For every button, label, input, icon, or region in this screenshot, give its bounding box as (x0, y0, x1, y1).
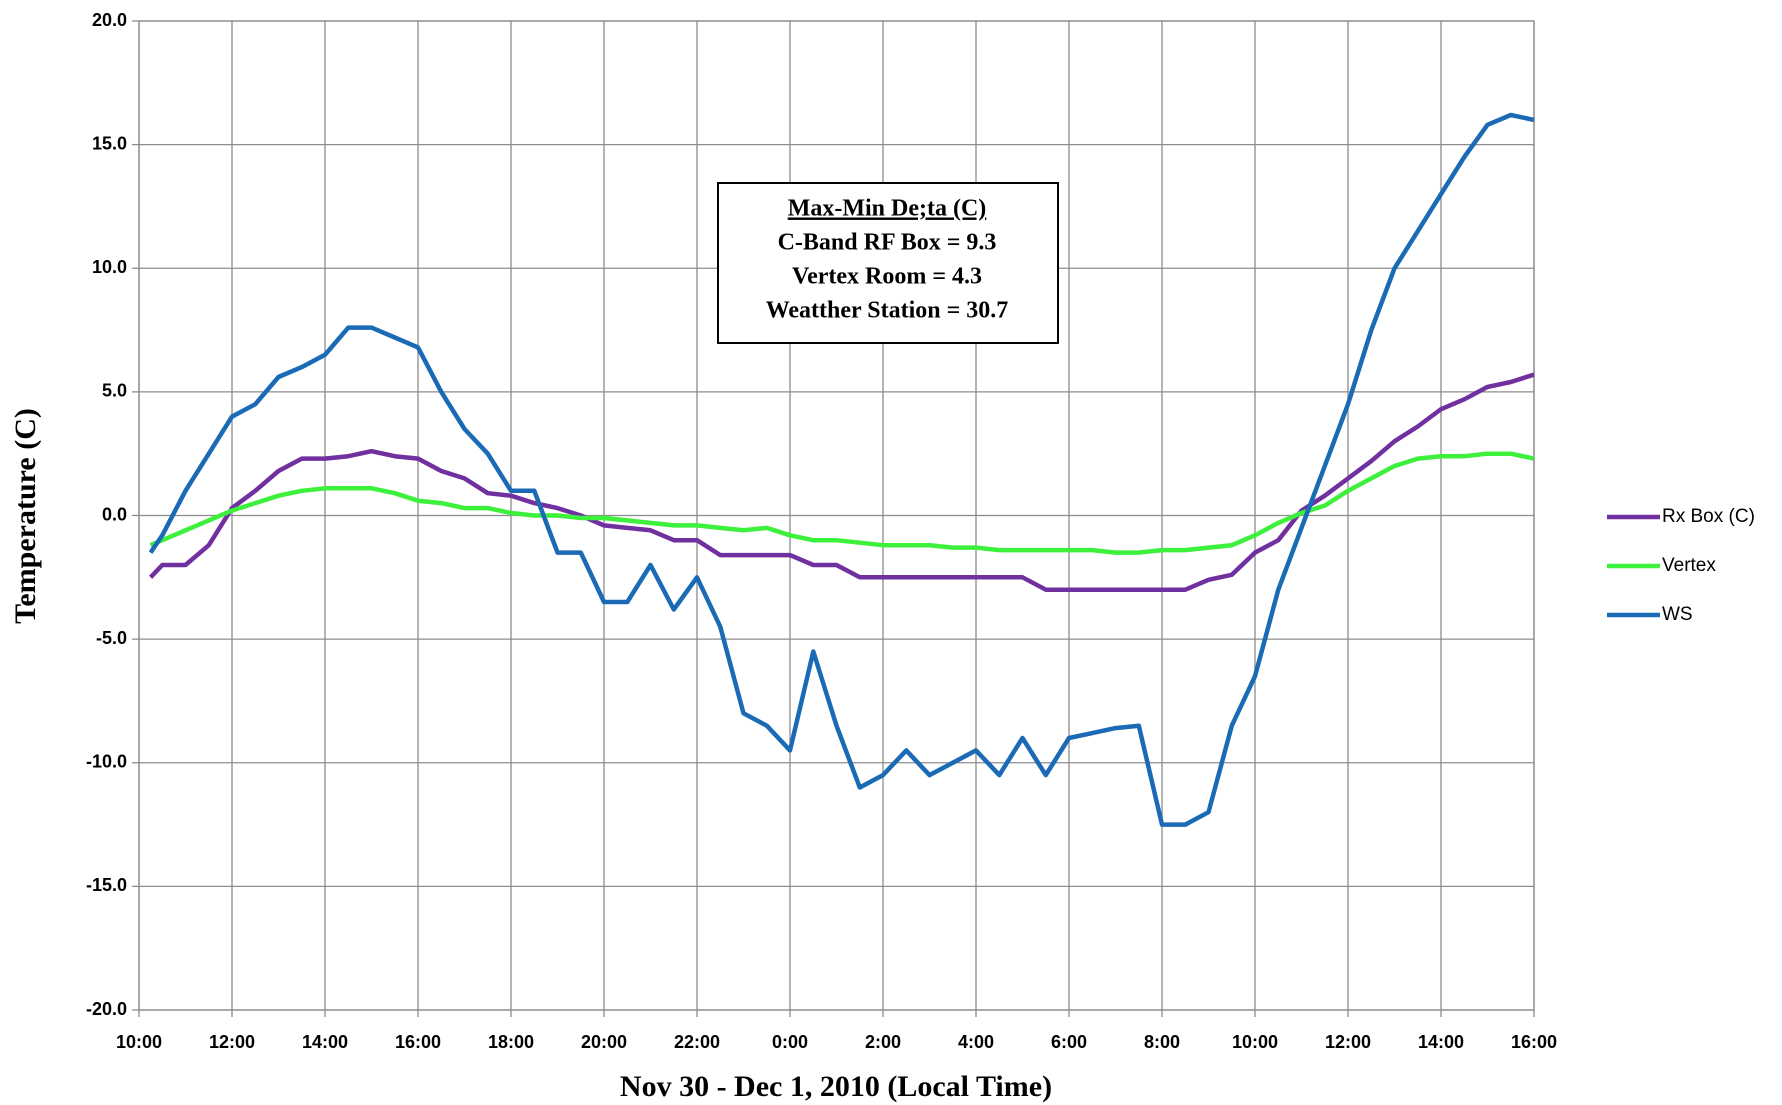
x-tick-label: 16:00 (395, 1032, 441, 1052)
x-tick-label: 22:00 (674, 1032, 720, 1052)
x-tick-label: 10:00 (116, 1032, 162, 1052)
annotation-line: C-Band RF Box = 9.3 (778, 230, 997, 256)
legend-label: WS (1662, 604, 1693, 625)
x-axis-title: Nov 30 - Dec 1, 2010 (Local Time) (620, 1070, 1052, 1103)
y-tick-label: 0.0 (102, 504, 127, 524)
legend-label: Rx Box (C) (1662, 506, 1755, 527)
x-tick-label: 8:00 (1144, 1032, 1180, 1052)
x-tick-label: 4:00 (958, 1032, 994, 1052)
x-tick-label: 2:00 (865, 1032, 901, 1052)
legend-label: Vertex (1662, 555, 1716, 576)
series-line (148, 372, 1535, 592)
y-axis-title: Temperature (C) (9, 408, 42, 624)
plot-frame (138, 20, 1535, 1011)
x-tick-label: 16:00 (1511, 1032, 1557, 1052)
series-line (149, 451, 1535, 555)
x-tick-label: 12:00 (1325, 1032, 1371, 1052)
y-tick-label: 20.0 (92, 10, 127, 30)
x-tick-label: 6:00 (1051, 1032, 1087, 1052)
y-tick-label: 15.0 (92, 133, 127, 153)
y-tick-label: 5.0 (102, 381, 127, 401)
y-tick-label: -5.0 (96, 628, 127, 648)
annotation-line: Vertex Room = 4.3 (792, 264, 982, 290)
x-tick-label: 10:00 (1232, 1032, 1278, 1052)
annotation-line: Weatther Station = 30.7 (766, 298, 1009, 324)
x-tick-label: 18:00 (488, 1032, 534, 1052)
y-tick-label: -15.0 (86, 875, 127, 895)
y-tick-label: -20.0 (86, 999, 127, 1019)
x-tick-label: 0:00 (772, 1032, 808, 1052)
series-line (148, 112, 1535, 827)
x-tick-label: 12:00 (209, 1032, 255, 1052)
annotation-line: Max-Min De;ta (C) (788, 196, 987, 222)
y-tick-label: 10.0 (92, 257, 127, 277)
x-tick-label: 14:00 (1418, 1032, 1464, 1052)
y-tick-label: -10.0 (86, 752, 127, 772)
x-tick-label: 14:00 (302, 1032, 348, 1052)
x-tick-label: 20:00 (581, 1032, 627, 1052)
annotation-box (717, 182, 1059, 344)
